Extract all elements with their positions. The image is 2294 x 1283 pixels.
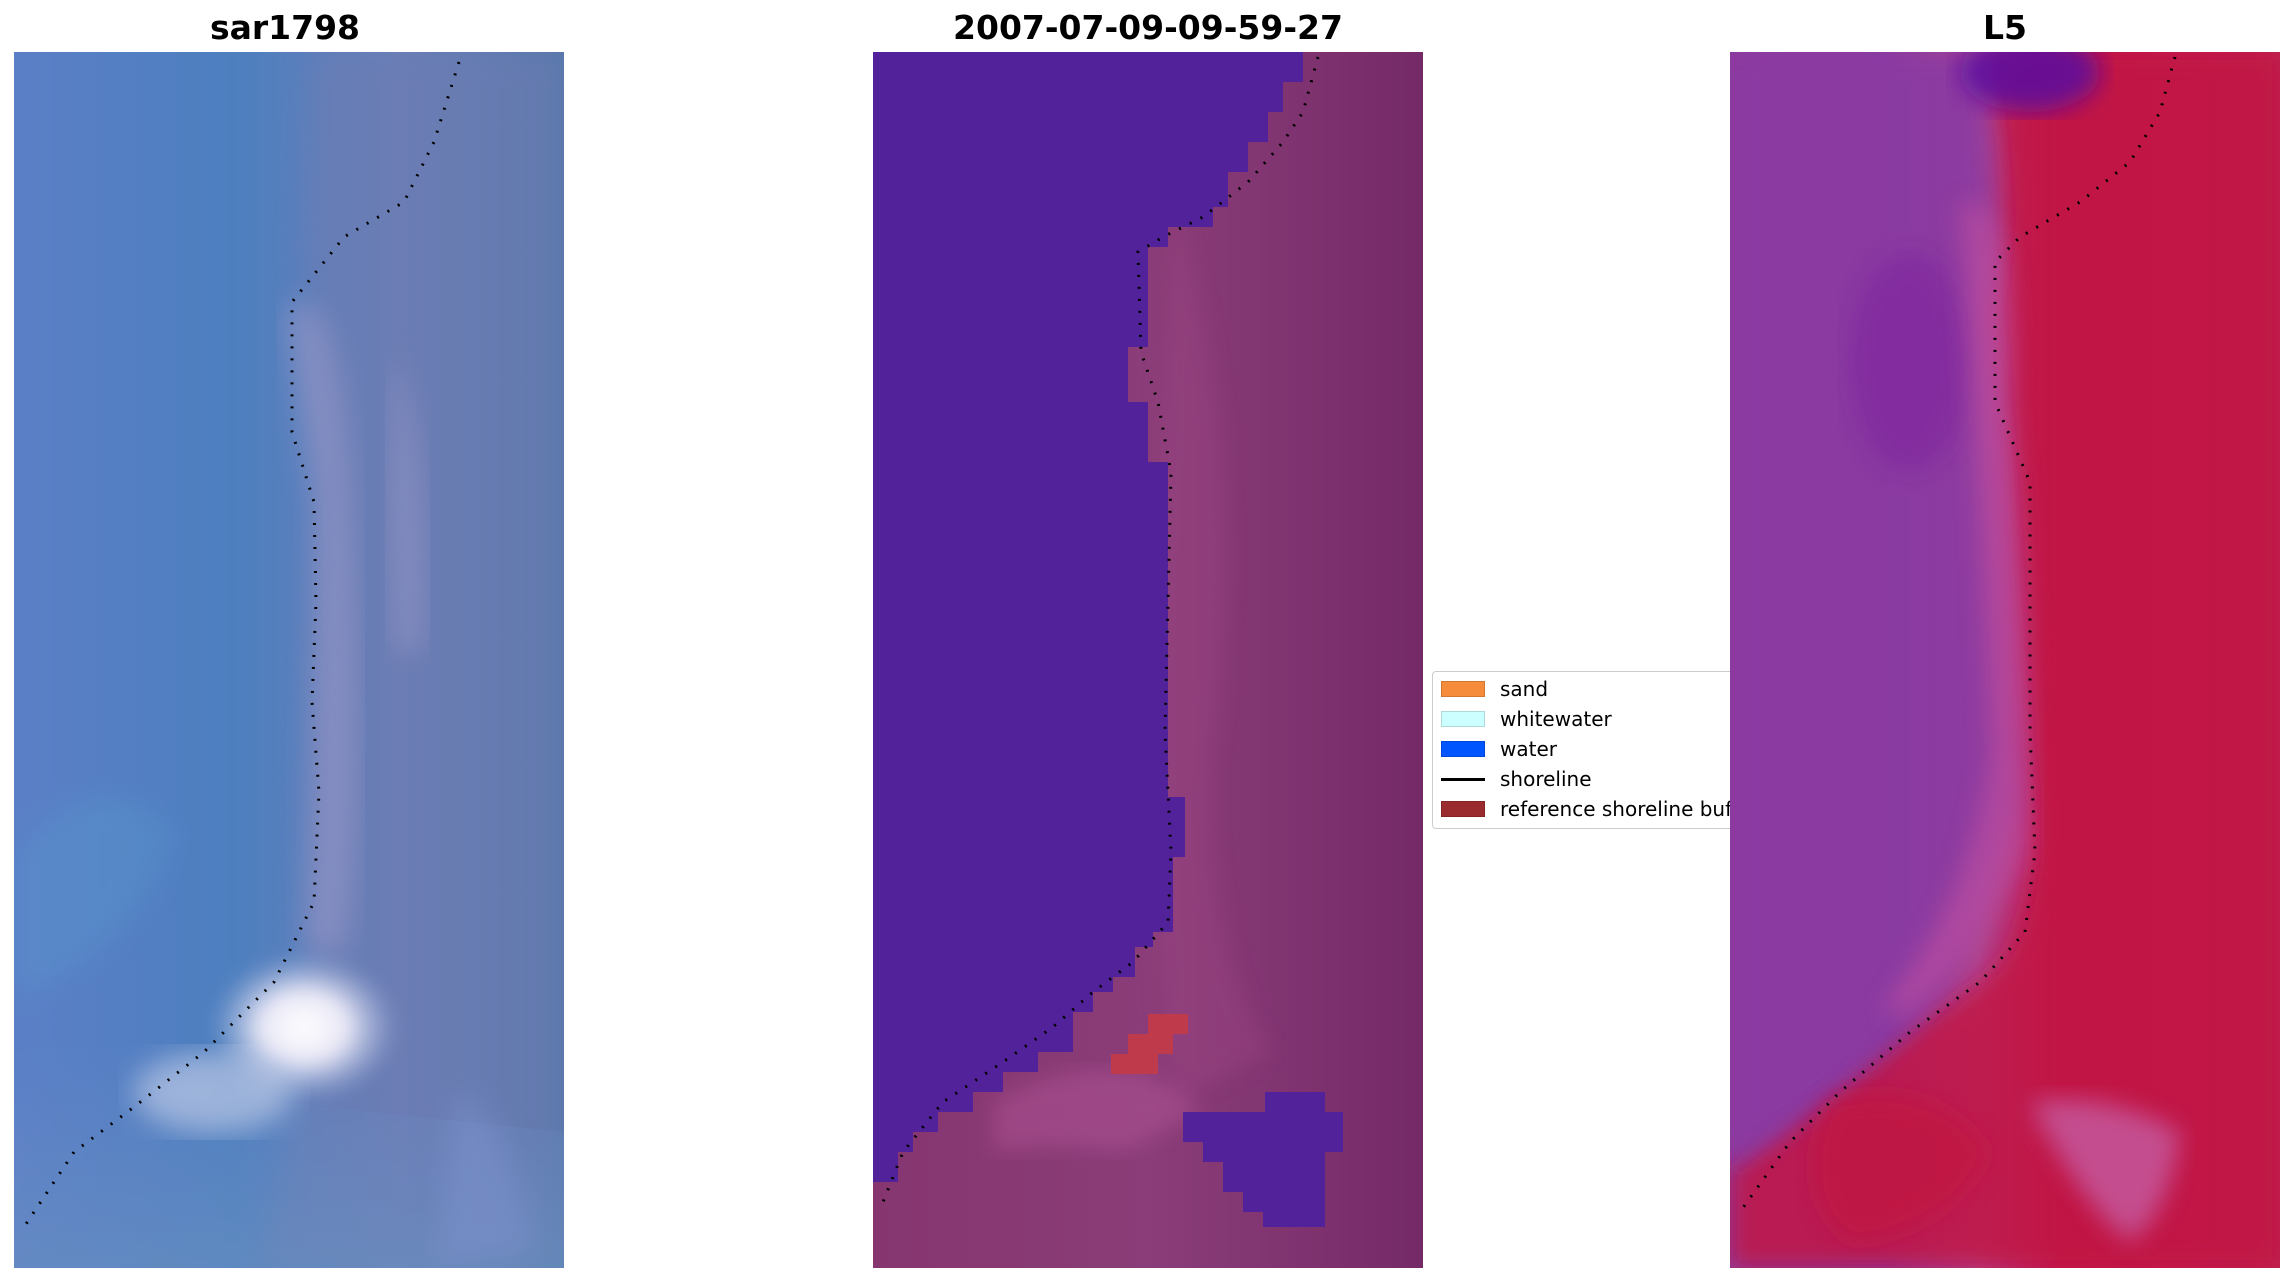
- water-area: [873, 52, 1303, 1182]
- index-image: [1730, 52, 2280, 1268]
- legend-item-reference-shoreline-buffer: reference shoreline buffer: [1433, 794, 1761, 822]
- classification-map: [873, 52, 1423, 1268]
- index-image-panel: [1730, 52, 2280, 1268]
- legend-item-whitewater: whitewater: [1433, 704, 1761, 732]
- legend-swatch-water: [1441, 741, 1485, 757]
- legend-label-reference-shoreline-buffer: reference shoreline buffer: [1500, 797, 1760, 821]
- shoreline-rgb: [22, 61, 461, 1228]
- legend-swatch-reference-shoreline-buffer: [1441, 801, 1485, 817]
- panel-title-index: L5: [1983, 8, 2027, 47]
- legend-label-shoreline: shoreline: [1500, 767, 1592, 791]
- legend-label-sand: sand: [1500, 677, 1549, 701]
- legend-label-water: water: [1500, 737, 1557, 761]
- panel-title-rgb: sar1798: [209, 8, 361, 47]
- legend-item-sand: sand: [1433, 674, 1761, 702]
- legend-label-whitewater: whitewater: [1500, 707, 1612, 731]
- legend-swatch-sand: [1441, 681, 1485, 697]
- legend: sand whitewater water shoreline referenc…: [1432, 671, 1762, 829]
- panel-title-classification: 2007-07-09-09-59-27: [953, 8, 1343, 47]
- legend-item-shoreline: shoreline: [1433, 764, 1761, 792]
- water-patch: [1183, 1092, 1343, 1227]
- legend-item-water: water: [1433, 734, 1761, 762]
- rgb-image: [14, 52, 564, 1268]
- legend-swatch-whitewater: [1441, 711, 1485, 727]
- rgb-image-panel: [14, 52, 564, 1268]
- reference-shoreline-buffer: [1111, 1014, 1188, 1074]
- classification-panel: [873, 52, 1423, 1268]
- legend-line-shoreline: [1441, 778, 1485, 781]
